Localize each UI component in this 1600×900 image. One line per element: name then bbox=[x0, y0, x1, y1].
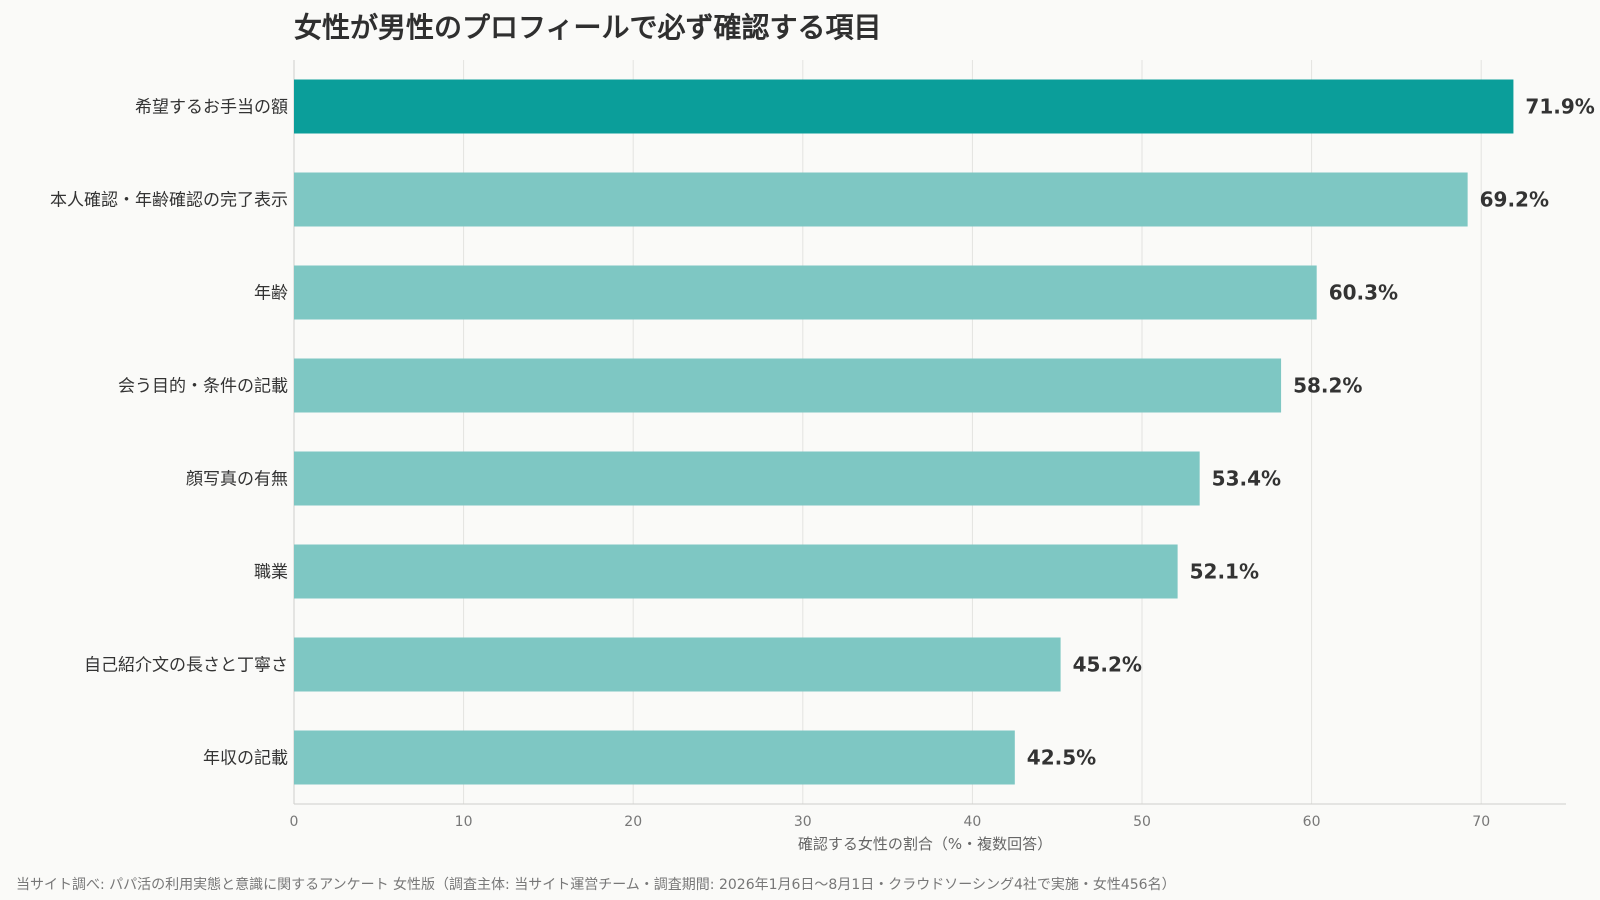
x-tick-label: 60 bbox=[1303, 814, 1321, 830]
value-label: 60.3% bbox=[1329, 281, 1398, 305]
category-label: 職業 bbox=[254, 563, 288, 583]
bar bbox=[294, 451, 1200, 506]
bar-layer bbox=[294, 79, 1514, 785]
x-tick-label: 70 bbox=[1472, 814, 1490, 830]
grid-layer bbox=[293, 60, 1566, 805]
value-label: 53.4% bbox=[1212, 467, 1281, 491]
value-label: 69.2% bbox=[1480, 188, 1549, 212]
value-label: 52.1% bbox=[1190, 560, 1259, 584]
value-label: 45.2% bbox=[1073, 653, 1142, 677]
bar bbox=[294, 79, 1514, 134]
label-layer: 0 10 20 30 40 50 60 70 希望するお手当の額 71.9% 本人確認・年齢確認の完… bbox=[50, 95, 1595, 831]
category-label: 自己紹介文の長さと丁寧さ bbox=[84, 656, 288, 676]
bar bbox=[294, 730, 1015, 785]
category-label: 年齢 bbox=[254, 284, 288, 304]
category-label: 年収の記載 bbox=[203, 749, 288, 769]
x-tick-label: 10 bbox=[455, 814, 473, 830]
bar bbox=[294, 172, 1468, 227]
x-tick-label: 20 bbox=[624, 814, 642, 830]
value-label: 58.2% bbox=[1293, 374, 1362, 398]
bar bbox=[294, 637, 1061, 692]
bar bbox=[294, 358, 1282, 413]
category-label: 本人確認・年齢確認の完了表示 bbox=[50, 191, 288, 211]
x-tick-label: 0 bbox=[290, 814, 299, 830]
category-label: 顔写真の有無 bbox=[186, 470, 288, 490]
bar bbox=[294, 265, 1317, 320]
x-tick-label: 30 bbox=[794, 814, 812, 830]
x-tick-label: 40 bbox=[963, 814, 981, 830]
source-note: 当サイト調べ: パパ活の利用実態と意識に関するアンケート 女性版（調査主体: 当… bbox=[16, 877, 1176, 893]
chart-title: 女性が男性のプロフィールで必ず確認する項目 bbox=[294, 11, 882, 44]
x-tick-label: 50 bbox=[1133, 814, 1151, 830]
category-label: 希望するお手当の額 bbox=[135, 98, 288, 118]
x-axis-title: 確認する女性の割合（%・複数回答） bbox=[798, 835, 1052, 853]
value-label: 71.9% bbox=[1525, 95, 1594, 119]
bar bbox=[294, 544, 1178, 599]
category-label: 会う目的・条件の記載 bbox=[118, 377, 288, 397]
value-label: 42.5% bbox=[1027, 746, 1096, 770]
